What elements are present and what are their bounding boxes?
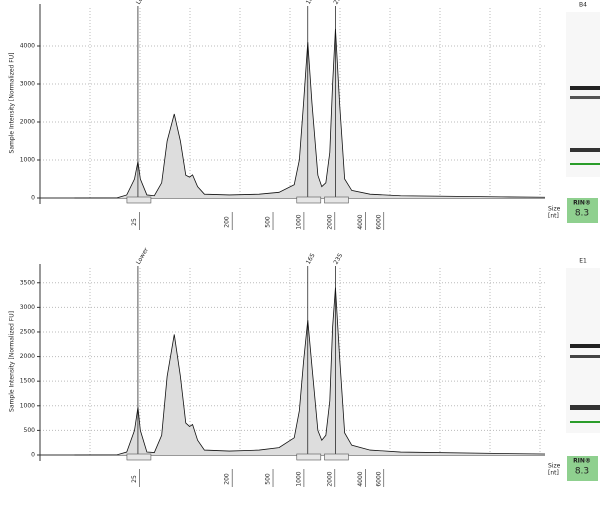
y-tick-label: 2500	[20, 328, 35, 335]
peak-label: Lower	[135, 0, 150, 6]
y-tick-label: 1500	[20, 378, 35, 385]
trace-line	[74, 287, 546, 456]
rin-box	[567, 198, 598, 223]
peak-region	[126, 196, 152, 204]
peak-region	[324, 453, 349, 461]
rin-box	[567, 456, 598, 481]
y-tick-label: 4000	[20, 43, 35, 50]
rin-label: RIN®	[573, 200, 591, 207]
peak-region	[296, 453, 322, 461]
x-tick-label: 1000	[295, 471, 302, 486]
rin-value: 8.3	[575, 467, 589, 477]
y-tick-label: 2000	[20, 353, 35, 360]
x-axis-label: Size	[548, 206, 561, 213]
trace-area	[74, 287, 546, 455]
y-tick-label: 1000	[20, 157, 35, 164]
y-tick-label: 3500	[20, 279, 35, 286]
peak-region	[324, 196, 349, 204]
peak-label: 16S	[305, 0, 317, 6]
y-tick-label: 0	[31, 452, 35, 459]
y-axis-label: Sample Intensity [Normalized FU]	[9, 53, 16, 154]
x-tick-label: 25	[131, 218, 138, 226]
y-tick-label: 2000	[20, 119, 35, 126]
x-tick-label: 200	[224, 216, 231, 228]
peak-label: 23S	[332, 0, 344, 6]
x-tick-label: 200	[224, 473, 231, 485]
lane-label: B4	[579, 2, 587, 9]
x-tick-label: 6000	[375, 214, 382, 229]
x-tick-label: 1000	[295, 214, 302, 229]
peak-region	[126, 453, 152, 461]
y-axis-label: Sample Intensity [Normalized FU]	[9, 311, 16, 412]
rin-value: 8.3	[575, 209, 589, 219]
rin-label: RIN®	[573, 458, 591, 465]
x-tick-label: 4000	[357, 471, 364, 486]
y-tick-label: 0	[31, 195, 35, 202]
peak-region	[296, 196, 322, 204]
lane-label: E1	[579, 258, 587, 265]
peak-label: 23S	[332, 252, 344, 266]
x-tick-label: 25	[131, 475, 138, 483]
x-axis-label: Size	[548, 463, 561, 470]
x-axis-unit: [nt]	[548, 470, 559, 477]
y-tick-label: 3000	[20, 304, 35, 311]
trace-line	[74, 28, 546, 199]
y-tick-label: 500	[24, 427, 36, 434]
peak-label: Lower	[135, 246, 150, 266]
x-axis-unit: [nt]	[548, 213, 559, 220]
gel-lane	[566, 12, 600, 433]
x-tick-label: 6000	[375, 471, 382, 486]
x-tick-label: 500	[265, 473, 272, 485]
x-tick-label: 2000	[326, 471, 333, 486]
x-tick-label: 4000	[357, 214, 364, 229]
peak-label: 16S	[305, 252, 317, 266]
y-tick-label: 3000	[20, 81, 35, 88]
x-tick-label: 2000	[326, 214, 333, 229]
x-tick-label: 500	[265, 216, 272, 228]
y-tick-label: 1000	[20, 402, 35, 409]
trace-area	[74, 28, 546, 199]
